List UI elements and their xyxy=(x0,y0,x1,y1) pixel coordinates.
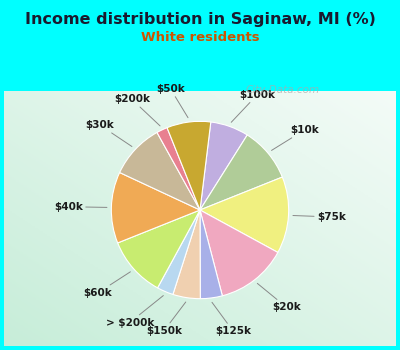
Wedge shape xyxy=(173,210,200,299)
Text: White residents: White residents xyxy=(141,31,259,44)
Wedge shape xyxy=(200,210,278,296)
Text: $200k: $200k xyxy=(114,94,160,126)
Text: City-Data.com: City-Data.com xyxy=(246,85,320,95)
Text: $60k: $60k xyxy=(84,272,130,298)
Wedge shape xyxy=(200,210,222,299)
Wedge shape xyxy=(167,121,211,210)
Wedge shape xyxy=(118,210,200,288)
Text: $30k: $30k xyxy=(86,120,132,147)
Text: $10k: $10k xyxy=(272,125,319,150)
Text: $20k: $20k xyxy=(257,284,301,312)
Text: Income distribution in Saginaw, MI (%): Income distribution in Saginaw, MI (%) xyxy=(24,12,376,27)
Wedge shape xyxy=(157,128,200,210)
Text: > $200k: > $200k xyxy=(106,295,163,328)
Text: $75k: $75k xyxy=(293,212,346,222)
Text: $100k: $100k xyxy=(231,90,275,122)
Wedge shape xyxy=(200,122,247,210)
Wedge shape xyxy=(120,132,200,210)
Text: $50k: $50k xyxy=(156,84,188,118)
Text: $40k: $40k xyxy=(54,202,107,212)
Wedge shape xyxy=(200,177,289,252)
Text: $150k: $150k xyxy=(146,302,186,336)
Wedge shape xyxy=(111,173,200,243)
Wedge shape xyxy=(158,210,200,294)
Wedge shape xyxy=(200,135,282,210)
Text: $125k: $125k xyxy=(212,302,251,336)
